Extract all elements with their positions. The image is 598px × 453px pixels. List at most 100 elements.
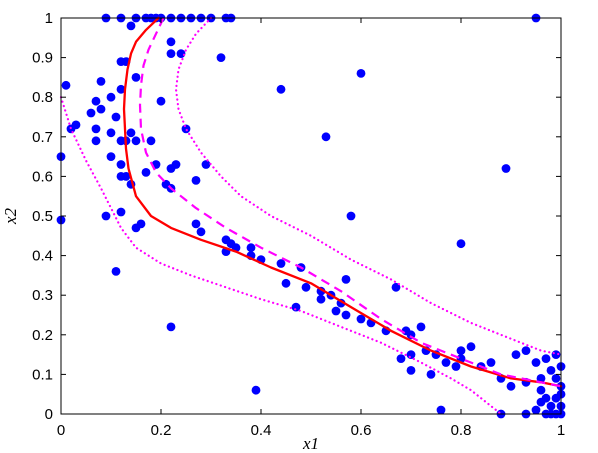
data-point-35: [71, 120, 81, 130]
data-point-107: [396, 354, 406, 363]
y-tick-label-10: 1: [45, 10, 53, 27]
x-tick-label-5: 1: [557, 422, 565, 439]
dashed-curve-1: [138, 17, 562, 388]
data-point-83: [316, 294, 326, 304]
data-point-139: [536, 397, 546, 407]
y-tick-label-9: 0.9: [32, 50, 53, 67]
data-point-30: [86, 108, 96, 118]
data-point-60: [501, 164, 511, 173]
data-point-63: [116, 207, 126, 217]
data-point-54: [121, 172, 131, 181]
data-point-110: [451, 362, 461, 371]
data-point-112: [521, 346, 531, 355]
data-point-41: [106, 152, 116, 162]
data-point-80: [281, 278, 291, 288]
data-point-91: [356, 314, 366, 324]
data-point-33: [156, 96, 166, 106]
data-point-127: [536, 385, 546, 395]
x-tick-label-3: 0.6: [351, 422, 372, 439]
data-point-65: [136, 219, 146, 229]
data-point-90: [341, 310, 351, 320]
y-tick-label-1: 0.1: [32, 366, 53, 383]
data-point-73: [246, 243, 256, 253]
y-tick-labels: 0 0.1 0.2 0.3 0.4 0.5 0.6 0.7 0.8 0.9 1: [32, 10, 53, 423]
data-point-101: [441, 358, 451, 367]
solid-curve-0: [122, 16, 563, 388]
data-layer: [56, 13, 566, 419]
data-point-118: [506, 381, 516, 391]
data-point-79: [111, 267, 121, 276]
x-tick-label-4: 0.8: [451, 422, 472, 439]
y-tick-label-8: 0.8: [32, 89, 53, 106]
y-tick-label-4: 0.4: [32, 248, 53, 265]
data-point-88: [291, 302, 301, 312]
data-point-108: [406, 366, 416, 375]
x-tick-label-0: 0: [57, 422, 65, 439]
data-point-104: [486, 358, 496, 367]
dotted-curve-2: [174, 16, 563, 356]
data-point-49: [171, 160, 181, 169]
data-point-56: [141, 168, 151, 177]
data-point-128: [251, 385, 261, 395]
y-tick-label-2: 0.2: [32, 327, 53, 344]
data-point-78: [456, 239, 466, 249]
data-point-31: [96, 104, 106, 114]
data-point-106: [466, 342, 476, 352]
data-point-50: [201, 160, 211, 169]
curve-layer: [59, 16, 563, 416]
data-point-51: [321, 132, 331, 142]
y-tick-label-3: 0.3: [32, 287, 53, 304]
data-point-59: [191, 176, 201, 185]
data-point-24: [96, 77, 106, 86]
data-point-114: [541, 354, 551, 363]
data-point-32: [111, 112, 121, 122]
data-point-97: [166, 322, 176, 332]
data-point-86: [341, 275, 351, 284]
data-point-62: [101, 211, 111, 221]
x-tick-labels: 0 0.2 0.4 0.6 0.8 1: [57, 422, 565, 439]
y-tick-label-7: 0.7: [32, 129, 53, 146]
data-point-16: [166, 37, 176, 47]
data-point-17: [176, 49, 186, 58]
data-point-87: [391, 282, 401, 292]
x-tick-label-2: 0.4: [251, 422, 272, 439]
dotted-curve-3: [59, 96, 503, 416]
data-point-96: [416, 322, 426, 332]
data-point-98: [406, 350, 416, 359]
x-axis-label: x1: [302, 434, 319, 453]
data-point-89: [331, 306, 341, 316]
data-point-39: [181, 124, 191, 134]
data-point-27: [106, 92, 116, 102]
data-point-66: [191, 219, 201, 229]
data-point-29: [91, 96, 101, 106]
y-tick-label-5: 0.5: [32, 208, 53, 225]
data-point-46: [146, 136, 156, 146]
data-point-45: [131, 136, 141, 146]
data-point-22: [131, 73, 141, 82]
data-point-132: [531, 405, 541, 415]
data-point-76: [276, 259, 286, 268]
data-point-109: [426, 370, 436, 379]
y-tick-label-6: 0.6: [32, 168, 53, 185]
data-point-38: [126, 128, 136, 138]
data-point-125: [551, 393, 561, 403]
data-point-81: [301, 282, 311, 292]
data-point-111: [511, 350, 521, 359]
data-point-120: [536, 374, 546, 383]
data-point-122: [551, 374, 561, 383]
data-point-36: [91, 124, 101, 134]
data-point-121: [546, 366, 556, 375]
data-point-68: [346, 211, 356, 221]
data-point-28: [116, 84, 126, 94]
data-point-23: [61, 80, 71, 90]
data-point-67: [196, 227, 206, 237]
data-point-134: [546, 401, 556, 411]
data-point-105: [456, 346, 466, 355]
y-tick-label-0: 0: [45, 406, 53, 423]
data-point-40: [91, 136, 101, 146]
tick-layer: [60, 17, 562, 415]
data-point-25: [356, 69, 366, 78]
data-point-15: [126, 21, 136, 31]
data-point-26: [276, 84, 286, 94]
